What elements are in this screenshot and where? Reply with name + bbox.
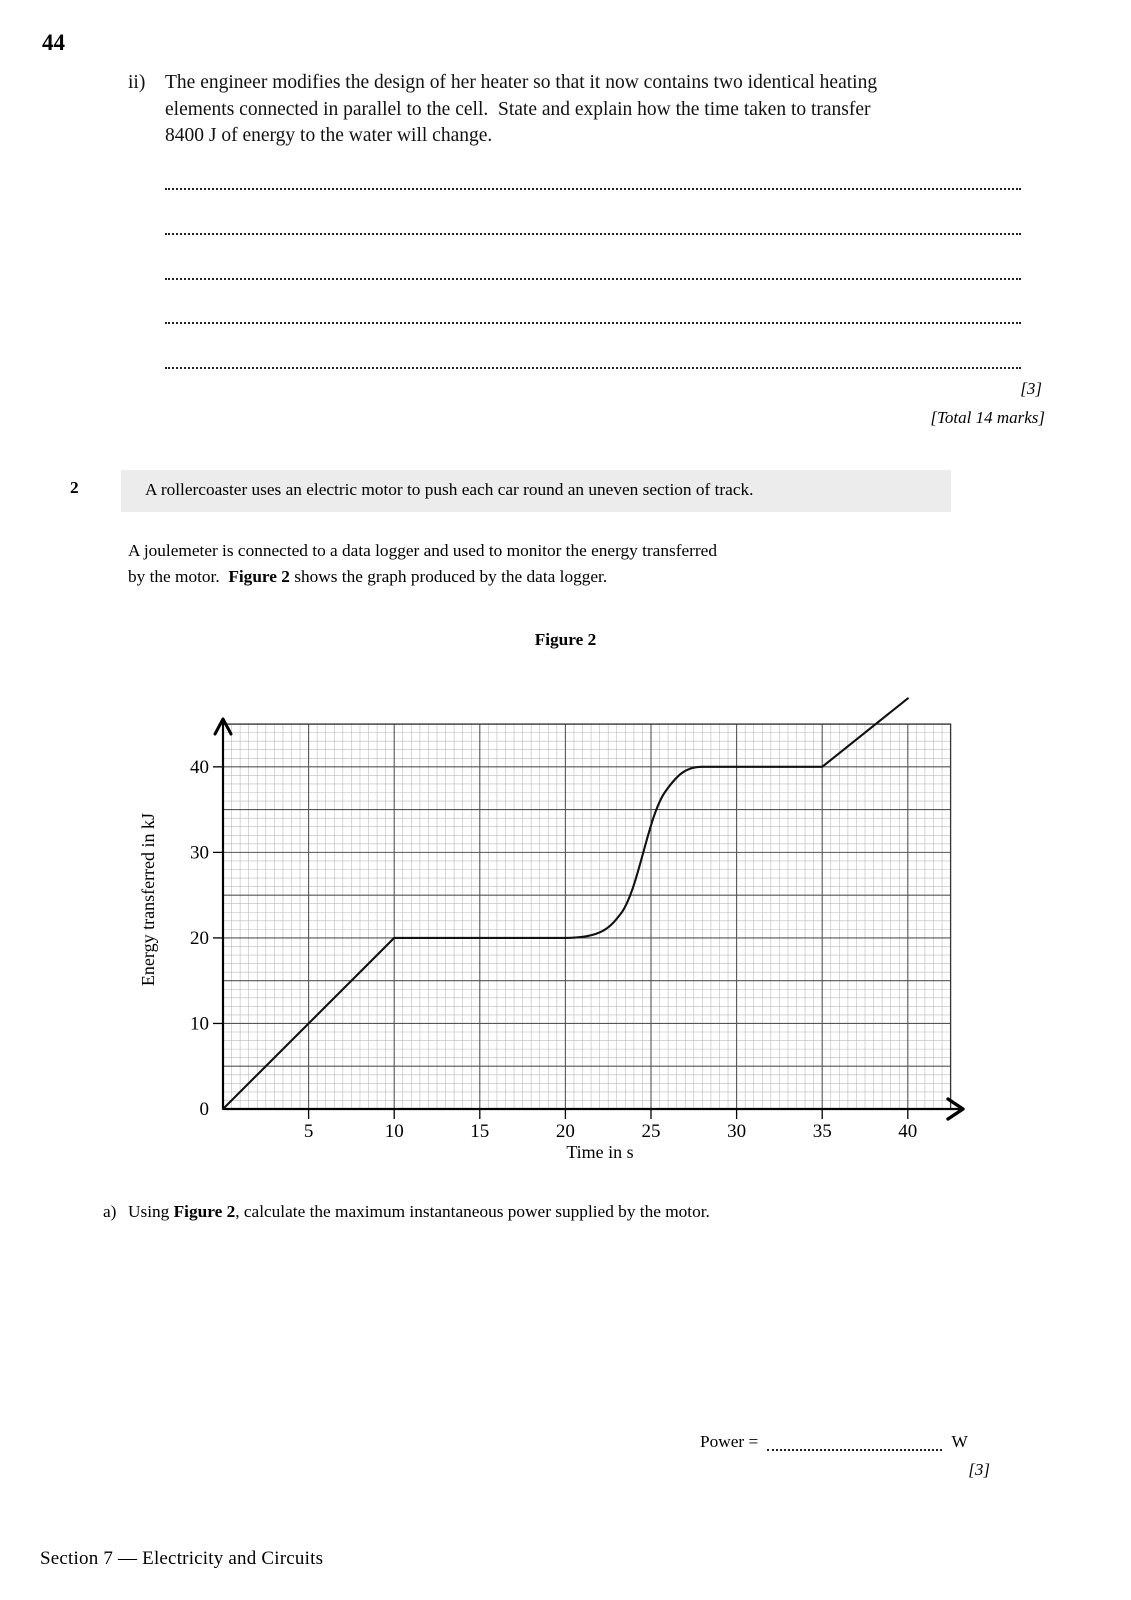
svg-text:15: 15: [470, 1121, 489, 1142]
svg-text:30: 30: [190, 842, 209, 863]
svg-text:20: 20: [190, 928, 209, 949]
svg-text:40: 40: [898, 1121, 917, 1142]
svg-text:30: 30: [727, 1121, 746, 1142]
svg-text:25: 25: [642, 1121, 661, 1142]
svg-text:35: 35: [813, 1121, 832, 1142]
svg-text:10: 10: [190, 1013, 209, 1034]
svg-text:0: 0: [200, 1099, 210, 1120]
svg-text:5: 5: [304, 1121, 314, 1142]
svg-text:10: 10: [385, 1121, 404, 1142]
svg-text:40: 40: [190, 757, 209, 778]
svg-text:20: 20: [556, 1121, 575, 1142]
